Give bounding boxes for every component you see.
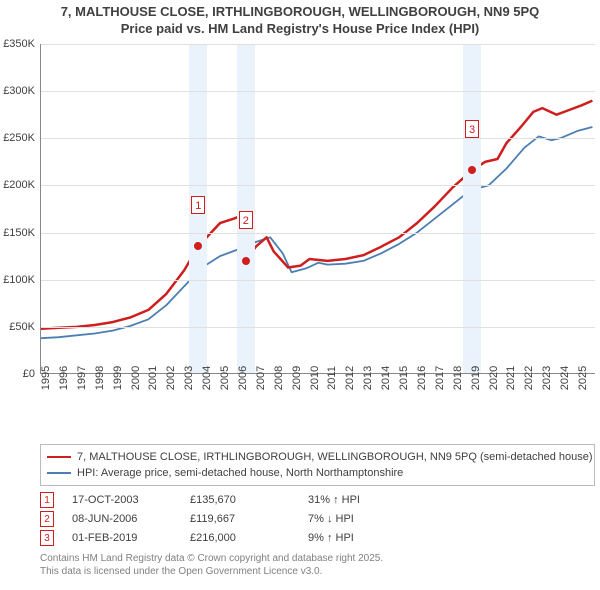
x-axis-label: 2019 [470,366,482,390]
legend-swatch-hpi [47,472,71,474]
sale-number-box: 1 [40,492,54,508]
y-axis-label: £250K [3,132,35,144]
legend-label-hpi: HPI: Average price, semi-detached house,… [77,467,403,479]
y-axis-label: £0 [23,368,35,380]
x-axis-label: 1998 [94,366,106,390]
gridline [41,185,595,186]
sale-delta: 7% ↓ HPI [308,513,408,525]
sale-date: 17-OCT-2003 [72,494,172,506]
sale-date: 08-JUN-2006 [72,513,172,525]
x-axis-label: 2005 [219,366,231,390]
x-axis-label: 2017 [434,366,446,390]
x-axis-label: 2014 [380,366,392,390]
x-axis-label: 2013 [362,366,374,390]
gridline [41,280,595,281]
legend-swatch-price [47,456,71,458]
line-layer [41,44,596,374]
gridline [41,327,595,328]
y-axis-label: £150K [3,227,35,239]
sale-marker-box: 2 [239,211,253,229]
sale-marker-dot [194,242,202,250]
gridline [41,138,595,139]
footer-line2: This data is licensed under the Open Gov… [40,565,383,578]
sale-price: £119,667 [190,513,290,525]
x-axis-label: 2020 [488,366,500,390]
x-axis-label: 2010 [309,366,321,390]
legend-row-price: 7, MALTHOUSE CLOSE, IRTHLINGBOROUGH, WEL… [47,449,588,465]
sale-number-box: 3 [40,530,54,546]
x-axis-label: 2018 [452,366,464,390]
sale-marker-dot [468,166,476,174]
sale-row: 2 08-JUN-2006 £119,667 7% ↓ HPI [40,509,408,528]
sale-marker-dot [242,257,250,265]
x-axis-label: 2024 [559,366,571,390]
title-line2: Price paid vs. HM Land Registry's House … [0,21,600,38]
chart-container: 7, MALTHOUSE CLOSE, IRTHLINGBOROUGH, WEL… [0,0,600,590]
x-axis-label: 2004 [201,366,213,390]
x-axis-label: 2016 [416,366,428,390]
gridline [41,44,595,45]
x-axis-label: 2003 [183,366,195,390]
sale-number-box: 2 [40,511,54,527]
x-axis-label: 2025 [577,366,589,390]
sale-marker-box: 3 [465,120,479,138]
y-axis-label: £100K [3,274,35,286]
legend: 7, MALTHOUSE CLOSE, IRTHLINGBOROUGH, WEL… [40,444,595,486]
sale-price: £135,670 [190,494,290,506]
x-axis-label: 2007 [255,366,267,390]
x-axis-label: 2015 [398,366,410,390]
x-axis-label: 2023 [541,366,553,390]
chart-title: 7, MALTHOUSE CLOSE, IRTHLINGBOROUGH, WEL… [0,0,600,38]
x-axis-label: 2011 [326,366,338,390]
x-axis-label: 2001 [147,366,159,390]
sale-row: 1 17-OCT-2003 £135,670 31% ↑ HPI [40,490,408,509]
legend-label-price: 7, MALTHOUSE CLOSE, IRTHLINGBOROUGH, WEL… [77,451,593,463]
sale-rows: 1 17-OCT-2003 £135,670 31% ↑ HPI 2 08-JUN-200… [40,490,408,547]
sale-date: 01-FEB-2019 [72,532,172,544]
sale-delta: 9% ↑ HPI [308,532,408,544]
gridline [41,91,595,92]
x-axis-label: 2009 [291,366,303,390]
x-axis-label: 2002 [165,366,177,390]
sale-price: £216,000 [190,532,290,544]
sale-band [237,44,255,373]
x-axis-label: 2000 [130,366,142,390]
x-axis-label: 2022 [523,366,535,390]
legend-row-hpi: HPI: Average price, semi-detached house,… [47,465,588,481]
x-axis-label: 2008 [273,366,285,390]
plot-area: 1 2 3 [40,44,595,374]
x-axis-label: 1999 [112,366,124,390]
y-axis-label: £300K [3,85,35,97]
sale-delta: 31% ↑ HPI [308,494,408,506]
x-axis-label: 1996 [58,366,70,390]
series-line [41,101,592,329]
title-line1: 7, MALTHOUSE CLOSE, IRTHLINGBOROUGH, WEL… [0,4,600,21]
x-axis-label: 1995 [40,366,52,390]
sale-band [463,44,481,373]
y-axis-label: £50K [9,321,35,333]
gridline [41,233,595,234]
x-axis-label: 2021 [505,366,517,390]
y-axis-label: £200K [3,179,35,191]
chart-area: 123 £0£50K£100K£150K£200K£250K£300K£350K… [40,44,595,404]
y-axis-label: £350K [3,38,35,50]
sale-row: 3 01-FEB-2019 £216,000 9% ↑ HPI [40,528,408,547]
sale-marker-box: 1 [191,196,205,214]
x-axis-label: 1997 [76,366,88,390]
footer: Contains HM Land Registry data © Crown c… [40,552,383,578]
x-axis-label: 2012 [344,366,356,390]
footer-line1: Contains HM Land Registry data © Crown c… [40,552,383,565]
x-axis-label: 2006 [237,366,249,390]
